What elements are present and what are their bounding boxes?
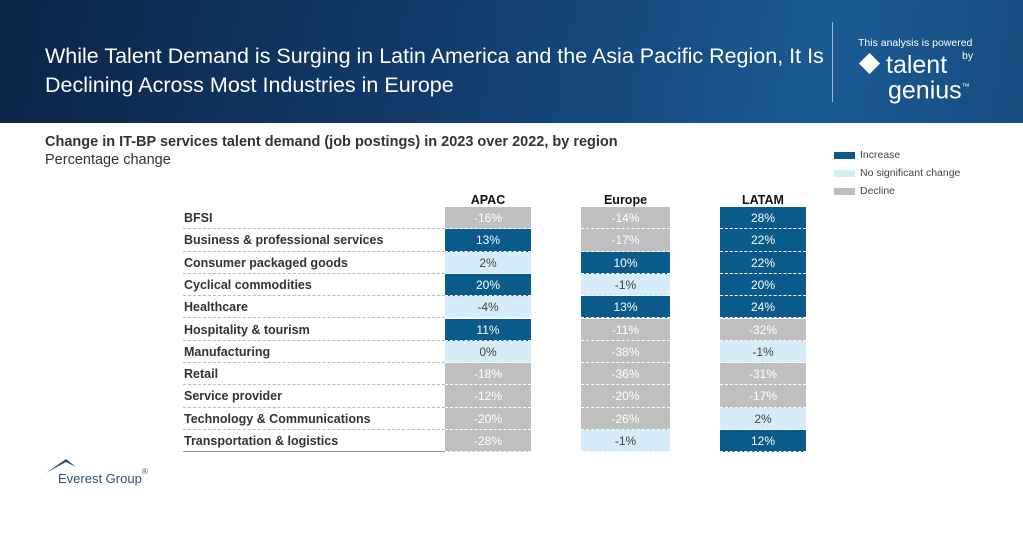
cell-apac: -18% xyxy=(445,363,531,386)
row-label: Manufacturing xyxy=(183,341,445,364)
cell-apac: 20% xyxy=(445,273,531,297)
table-row: Consumer packaged goods 2% 10% 22% xyxy=(183,251,807,274)
cell-latam: 20% xyxy=(720,273,806,297)
legend: Increase No significant change Decline xyxy=(834,146,960,200)
logo-reg: ® xyxy=(141,467,148,476)
legend-label: No significant change xyxy=(860,167,961,179)
legend-swatch xyxy=(834,151,855,159)
cell-apac: -4% xyxy=(445,296,531,319)
row-label: Service provider xyxy=(183,385,445,408)
cell-europe: -1% xyxy=(581,430,670,453)
table-row: Technology & Communications -20% -26% 2% xyxy=(183,407,807,430)
cell-europe: -20% xyxy=(581,385,670,408)
cell-europe: -17% xyxy=(581,229,670,252)
cell-apac: -20% xyxy=(445,407,531,430)
column-header-europe: Europe xyxy=(603,193,648,207)
legend-item-decline: Decline xyxy=(834,182,960,200)
row-label: Technology & Communications xyxy=(183,408,445,430)
legend-swatch xyxy=(834,187,855,195)
table-row: Transportation & logistics -28% -1% 12% xyxy=(183,430,807,453)
table-row: Cyclical commodities 20% -1% 20% xyxy=(183,273,807,297)
cell-latam: -17% xyxy=(720,385,806,408)
row-label: Business & professional services xyxy=(183,229,445,252)
row-label: Consumer packaged goods xyxy=(183,252,445,274)
roof-icon xyxy=(46,459,76,473)
row-label: Cyclical commodities xyxy=(183,274,445,297)
cell-europe: -36% xyxy=(581,363,670,386)
table-row: Manufacturing 0% -38% -1% xyxy=(183,340,807,364)
page-title: While Talent Demand is Surging in Latin … xyxy=(45,44,824,97)
cell-europe: -1% xyxy=(581,273,670,297)
cell-latam: 2% xyxy=(720,407,806,430)
cell-latam: 12% xyxy=(720,430,806,453)
table-row: Business & professional services 13% -17% 2… xyxy=(183,229,807,252)
column-header-apac: APAC xyxy=(470,193,506,207)
logo-line1: talent xyxy=(886,51,948,79)
logo-tm: ™ xyxy=(961,82,970,91)
table-row: Retail -18% -36% -31% xyxy=(183,363,807,386)
powered-by-text: This analysis is powered xyxy=(858,37,973,49)
table-row: BFSI -16% -14% 28% xyxy=(183,207,807,230)
cell-apac: -28% xyxy=(445,430,531,453)
cell-latam: 22% xyxy=(720,251,806,274)
header-banner: While Talent Demand is Surging in Latin … xyxy=(0,0,1023,123)
divider xyxy=(832,22,833,102)
row-label: BFSI xyxy=(183,207,445,230)
cell-europe: -26% xyxy=(581,407,670,430)
cell-latam: 24% xyxy=(720,296,806,319)
logo-text: Everest Group xyxy=(58,471,142,487)
cell-latam: -1% xyxy=(720,340,806,364)
cell-apac: 13% xyxy=(445,229,531,252)
cell-europe: 10% xyxy=(581,251,670,274)
diamond-icon xyxy=(858,52,881,75)
legend-item-increase: Increase xyxy=(834,146,960,164)
cell-europe: 13% xyxy=(581,296,670,319)
cell-latam: -32% xyxy=(720,318,806,341)
cell-apac: 0% xyxy=(445,340,531,364)
cell-latam: 28% xyxy=(720,207,806,230)
column-header-latam: LATAM xyxy=(742,193,784,207)
cell-apac: 2% xyxy=(445,251,531,274)
row-label: Hospitality & tourism xyxy=(183,319,445,341)
cell-apac: -16% xyxy=(445,207,531,230)
table-row: Hospitality & tourism 11% -11% -32% xyxy=(183,318,807,341)
table-row: Service provider -12% -20% -17% xyxy=(183,385,807,408)
row-label: Retail xyxy=(183,363,445,386)
table-row: Healthcare -4% 13% 24% xyxy=(183,296,807,319)
legend-label: Decline xyxy=(860,185,896,197)
everest-group-logo: Everest Group® xyxy=(46,459,148,486)
chart-title: Change in IT-BP services talent demand (… xyxy=(45,134,618,150)
cell-europe: -11% xyxy=(581,318,670,341)
logo-line2: genius xyxy=(888,76,962,105)
cell-europe: -14% xyxy=(581,207,670,230)
cell-europe: -38% xyxy=(581,340,670,364)
row-label: Transportation & logistics xyxy=(183,430,445,453)
legend-swatch xyxy=(834,169,855,177)
legend-item-no_change: No significant change xyxy=(834,164,960,182)
row-label: Healthcare xyxy=(183,296,445,319)
chart-subtitle: Percentage change xyxy=(45,152,171,168)
cell-latam: 22% xyxy=(720,229,806,252)
legend-label: Increase xyxy=(860,149,901,161)
talent-genius-logo: talent genius™ xyxy=(858,52,970,105)
cell-latam: -31% xyxy=(720,363,806,386)
cell-apac: 11% xyxy=(445,318,531,341)
by-text: by xyxy=(962,50,974,62)
cell-apac: -12% xyxy=(445,385,531,408)
